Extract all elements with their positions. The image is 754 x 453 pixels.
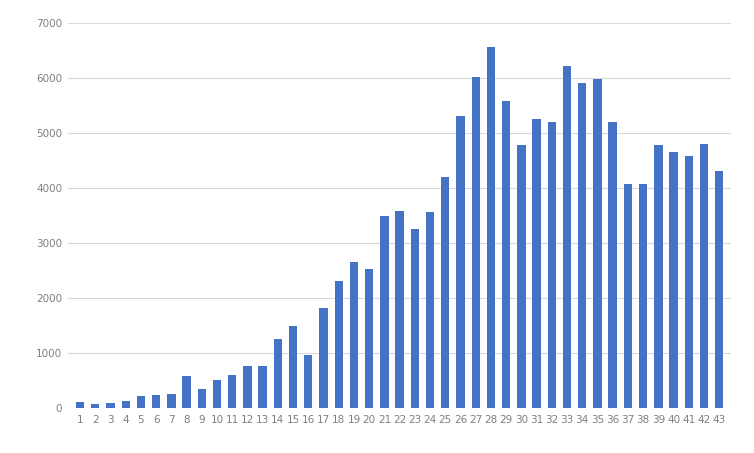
Bar: [608, 122, 617, 408]
Bar: [670, 152, 678, 408]
Bar: [380, 216, 388, 408]
Bar: [76, 402, 84, 408]
Bar: [152, 395, 161, 408]
Bar: [502, 101, 510, 408]
Bar: [395, 211, 404, 408]
Bar: [198, 389, 206, 408]
Bar: [335, 281, 343, 408]
Bar: [426, 212, 434, 408]
Bar: [320, 308, 328, 408]
Bar: [700, 144, 708, 408]
Bar: [654, 145, 663, 408]
Bar: [411, 230, 419, 408]
Bar: [441, 177, 449, 408]
Bar: [562, 66, 572, 408]
Bar: [213, 380, 221, 408]
Bar: [639, 184, 647, 408]
Bar: [715, 171, 723, 408]
Bar: [350, 262, 358, 408]
Bar: [289, 326, 297, 408]
Bar: [182, 376, 191, 408]
Bar: [228, 375, 237, 408]
Bar: [517, 145, 526, 408]
Bar: [167, 394, 176, 408]
Bar: [274, 339, 282, 408]
Bar: [532, 120, 541, 408]
Bar: [121, 400, 130, 408]
Bar: [304, 355, 312, 408]
Bar: [624, 184, 632, 408]
Bar: [244, 366, 252, 408]
Bar: [136, 396, 145, 408]
Bar: [471, 77, 480, 408]
Bar: [259, 366, 267, 408]
Bar: [685, 156, 693, 408]
Bar: [487, 47, 495, 408]
Bar: [91, 404, 100, 408]
Bar: [578, 83, 587, 408]
Bar: [365, 269, 373, 408]
Bar: [106, 403, 115, 408]
Bar: [456, 116, 464, 408]
Bar: [547, 122, 556, 408]
Bar: [593, 79, 602, 408]
